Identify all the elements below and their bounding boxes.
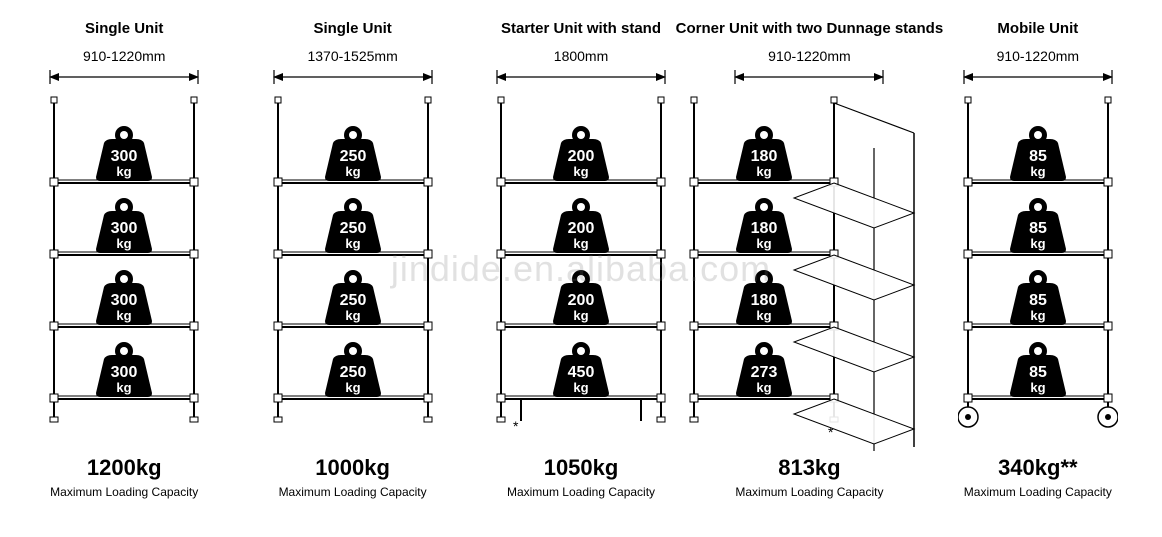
- svg-text:180: 180: [751, 220, 778, 237]
- rack-diagram-corner: 180 kg 180 kg 180 kg 273 kg **: [684, 91, 934, 451]
- units-row: Single Unit 910-1220mm 300 kg 300 kg 300: [0, 0, 1162, 537]
- dimension-label: 910-1220mm: [768, 48, 851, 64]
- dimension-arrow: [963, 68, 1113, 86]
- svg-text:85: 85: [1029, 148, 1047, 165]
- svg-text:kg: kg: [345, 380, 360, 395]
- dimension-arrow: [496, 68, 666, 86]
- svg-text:kg: kg: [573, 236, 588, 251]
- svg-text:kg: kg: [757, 236, 772, 251]
- capacity-caption: Maximum Loading Capacity: [50, 485, 198, 499]
- svg-text:273: 273: [751, 364, 778, 381]
- svg-text:200: 200: [568, 148, 595, 165]
- capacity-caption: Maximum Loading Capacity: [735, 485, 883, 499]
- svg-text:kg: kg: [345, 164, 360, 179]
- unit-title: Single Unit: [85, 20, 163, 42]
- unit-title: Corner Unit with two Dunnage stands: [676, 20, 944, 42]
- svg-text:kg: kg: [345, 236, 360, 251]
- svg-text:250: 250: [339, 292, 366, 309]
- total-capacity: 813kg: [778, 455, 840, 481]
- dimension-label: 1370-1525mm: [307, 48, 397, 64]
- unit-column: Corner Unit with two Dunnage stands 910-…: [695, 20, 923, 517]
- unit-title: Mobile Unit: [997, 20, 1078, 42]
- svg-text:kg: kg: [573, 380, 588, 395]
- dimension-arrow: [734, 68, 884, 86]
- dimension-label: 910-1220mm: [83, 48, 166, 64]
- total-capacity: 340kg**: [998, 455, 1078, 481]
- svg-text:180: 180: [751, 292, 778, 309]
- svg-text:kg: kg: [757, 380, 772, 395]
- svg-text:kg: kg: [573, 308, 588, 323]
- unit-title: Single Unit: [313, 20, 391, 42]
- unit-column: Mobile Unit 910-1220mm 85 kg 85 kg 85: [924, 20, 1152, 517]
- rack-diagram: 300 kg 300 kg 300 kg 300 kg: [44, 91, 204, 451]
- capacity-caption: Maximum Loading Capacity: [507, 485, 655, 499]
- unit-title: Starter Unit with stand: [501, 20, 661, 42]
- svg-text:kg: kg: [117, 380, 132, 395]
- svg-text:kg: kg: [573, 164, 588, 179]
- svg-text:85: 85: [1029, 292, 1047, 309]
- capacity-caption: Maximum Loading Capacity: [279, 485, 427, 499]
- dimension-label: 910-1220mm: [997, 48, 1080, 64]
- dimension-arrow: [273, 68, 433, 86]
- total-capacity: 1000kg: [315, 455, 390, 481]
- svg-text:*: *: [513, 418, 519, 434]
- svg-text:kg: kg: [117, 308, 132, 323]
- svg-text:kg: kg: [757, 164, 772, 179]
- svg-text:kg: kg: [117, 164, 132, 179]
- svg-text:450: 450: [568, 364, 595, 381]
- svg-text:180: 180: [751, 148, 778, 165]
- dimension-arrow: [49, 68, 199, 86]
- svg-text:kg: kg: [1030, 164, 1045, 179]
- svg-text:250: 250: [339, 148, 366, 165]
- svg-text:300: 300: [111, 220, 138, 237]
- unit-column: Single Unit 910-1220mm 300 kg 300 kg 300: [10, 20, 238, 517]
- svg-text:kg: kg: [1030, 236, 1045, 251]
- rack-diagram: 250 kg 250 kg 250 kg 250 kg: [268, 91, 438, 451]
- svg-text:200: 200: [568, 292, 595, 309]
- svg-text:250: 250: [339, 364, 366, 381]
- svg-text:85: 85: [1029, 220, 1047, 237]
- svg-text:300: 300: [111, 364, 138, 381]
- rack-diagram: 85 kg 85 kg 85 kg 85 kg: [958, 91, 1118, 451]
- rack-diagram: 200 kg 200 kg 200 kg 450 kg *: [491, 91, 671, 451]
- unit-column: Single Unit 1370-1525mm 250 kg 250 kg 25: [238, 20, 466, 517]
- capacity-caption: Maximum Loading Capacity: [964, 485, 1112, 499]
- svg-text:200: 200: [568, 220, 595, 237]
- svg-text:kg: kg: [757, 308, 772, 323]
- dimension-label: 1800mm: [554, 48, 608, 64]
- svg-text:85: 85: [1029, 364, 1047, 381]
- unit-column: Starter Unit with stand 1800mm 200 kg 20…: [467, 20, 695, 517]
- svg-text:kg: kg: [345, 308, 360, 323]
- svg-text:250: 250: [339, 220, 366, 237]
- total-capacity: 1200kg: [87, 455, 162, 481]
- svg-text:kg: kg: [117, 236, 132, 251]
- svg-text:kg: kg: [1030, 380, 1045, 395]
- svg-text:300: 300: [111, 292, 138, 309]
- total-capacity: 1050kg: [544, 455, 619, 481]
- svg-text:kg: kg: [1030, 308, 1045, 323]
- svg-text:*: *: [828, 424, 834, 440]
- svg-text:300: 300: [111, 148, 138, 165]
